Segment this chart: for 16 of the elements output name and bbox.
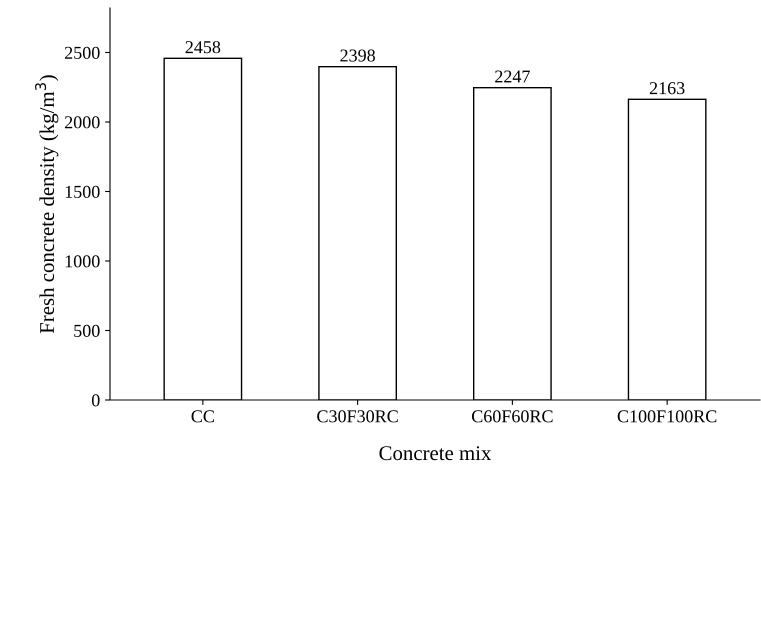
y-tick-label: 2000 xyxy=(64,116,100,128)
y-tick-label: 0 xyxy=(92,394,100,406)
y-tick-label: 1500 xyxy=(66,186,100,198)
x-tick-label: C60F60RC xyxy=(472,410,553,422)
x-tick-label: C30F30RC xyxy=(317,410,398,422)
y-axis-title: Fresh concrete density (kg/m$^{3}$) xyxy=(35,75,58,334)
data-label: 2458 xyxy=(186,41,220,54)
y-tick-label: 1000 xyxy=(66,255,100,268)
data-label: 2398 xyxy=(340,49,375,62)
y-tick-label: 500 xyxy=(74,324,100,337)
y-tick-label: 2500 xyxy=(64,46,100,59)
x-axis-title: Concrete mix xyxy=(379,446,492,460)
data-label: 2163 xyxy=(650,82,684,94)
data-label: 2247 xyxy=(495,70,530,82)
x-tick-label: C100F100RC xyxy=(618,410,716,422)
x-tick-label: CC xyxy=(192,410,214,422)
